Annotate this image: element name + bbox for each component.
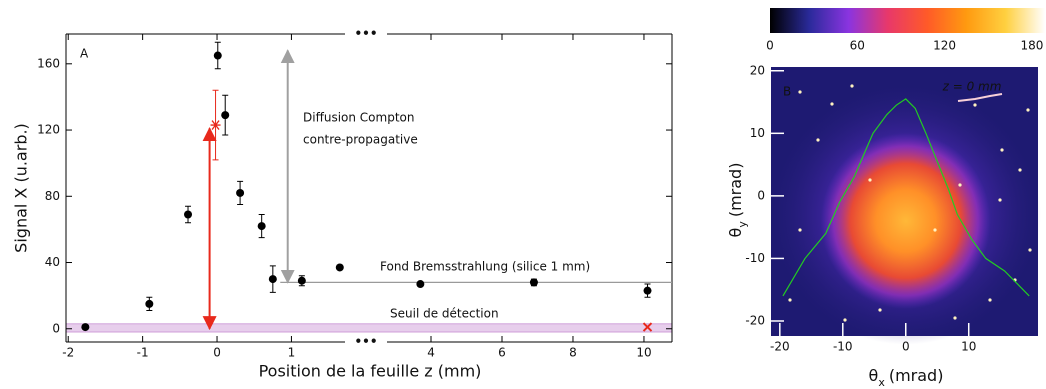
x-tick-label: 4 xyxy=(427,346,435,360)
data-point xyxy=(298,277,306,285)
hot-pixel xyxy=(1018,168,1021,171)
axis-break: ••• xyxy=(354,335,377,349)
x-tick-label: -10 xyxy=(833,340,853,354)
data-point xyxy=(81,323,89,331)
x-tick-label: -20 xyxy=(770,340,790,354)
axis-subscript: x xyxy=(878,376,885,389)
hot-pixel xyxy=(830,102,833,105)
axis-unit: (mrad) xyxy=(889,366,944,385)
panel-a: ••• ••• -2 -1 0 1 4 6 8 10 0 40 80 120 160 A Diffusion C… xyxy=(12,27,673,381)
y-tick-label: 160 xyxy=(37,56,60,70)
axis-subscript: y xyxy=(736,221,749,228)
hot-pixel xyxy=(973,103,976,106)
y-tick-label: -10 xyxy=(745,251,765,265)
data-point xyxy=(336,263,344,271)
annotation: Fond Bremsstrahlung (silice 1 mm) xyxy=(380,260,590,274)
heatmap-core xyxy=(821,133,991,309)
hot-pixel xyxy=(988,298,991,301)
annotation: contre-propagative xyxy=(303,133,418,147)
threshold-band xyxy=(66,324,672,332)
data-point xyxy=(184,210,192,218)
data-point xyxy=(221,111,229,119)
y-tick-label: 0 xyxy=(757,188,765,202)
annotation: Seuil de détection xyxy=(390,307,499,321)
hot-pixel xyxy=(953,316,956,319)
panel-label: B xyxy=(783,85,791,99)
panel-label: A xyxy=(80,47,89,61)
x-tick-label: 0 xyxy=(213,346,221,360)
colorbar-tick-label: 120 xyxy=(933,39,956,53)
hot-pixel xyxy=(1028,248,1031,251)
hot-pixel xyxy=(1000,148,1003,151)
figure: ••••••-2-1014681004080120160ADiffusion C… xyxy=(0,0,1046,389)
colorbar-tick-label: 180 xyxy=(1020,39,1043,53)
hot-pixel xyxy=(998,198,1001,201)
x-tick-label: 8 xyxy=(569,346,577,360)
data-point xyxy=(530,278,538,286)
colorbar xyxy=(770,8,1045,33)
x-tick-label: -1 xyxy=(137,346,149,360)
y-tick-label: -20 xyxy=(745,313,765,327)
y-tick-label: 40 xyxy=(45,255,60,269)
y-tick-label: 80 xyxy=(45,189,60,203)
x-tick-label: -2 xyxy=(62,346,74,360)
axis-symbol: θ xyxy=(869,366,879,385)
x-tick-label: 0 xyxy=(902,340,910,354)
y-axis-label: θy (mrad) xyxy=(726,163,749,238)
hot-pixel xyxy=(1026,108,1029,111)
y-tick-label: 10 xyxy=(750,126,765,140)
y-tick-label: 0 xyxy=(52,321,60,335)
data-point xyxy=(644,287,652,295)
hot-pixel xyxy=(843,318,846,321)
hot-pixel xyxy=(958,183,961,186)
data-point xyxy=(258,222,266,230)
data-point xyxy=(236,189,244,197)
colorbar-tick-label: 0 xyxy=(766,39,774,53)
data-point xyxy=(269,275,277,283)
hot-pixel xyxy=(788,298,791,301)
data-point xyxy=(416,280,424,288)
y-tick-label: 120 xyxy=(37,123,60,137)
hot-pixel xyxy=(798,90,801,93)
data-point xyxy=(214,52,222,60)
hot-pixel xyxy=(816,138,819,141)
axis-break: ••• xyxy=(354,27,377,41)
y-tick-label: 20 xyxy=(750,63,765,77)
hot-pixel xyxy=(878,308,881,311)
x-axis-label: θx (mrad) xyxy=(869,366,944,389)
annotation: Diffusion Compton xyxy=(303,111,414,125)
data-point xyxy=(145,300,153,308)
axis-symbol: θ xyxy=(726,228,745,238)
x-tick-label: 10 xyxy=(961,340,976,354)
x-axis-label: Position de la feuille z (mm) xyxy=(259,362,482,381)
hot-pixel xyxy=(850,84,853,87)
x-tick-label: 10 xyxy=(636,346,651,360)
annotation: z = 0 mm xyxy=(942,80,1002,94)
hot-pixel xyxy=(868,178,871,181)
hot-pixel xyxy=(933,228,936,231)
hot-pixel xyxy=(798,228,801,231)
axis-unit: (mrad) xyxy=(726,163,745,218)
y-axis-label: Signal X (u.arb.) xyxy=(12,123,31,253)
colorbar-tick-label: 60 xyxy=(850,39,865,53)
x-tick-label: 1 xyxy=(288,346,296,360)
x-tick-label: 6 xyxy=(498,346,506,360)
